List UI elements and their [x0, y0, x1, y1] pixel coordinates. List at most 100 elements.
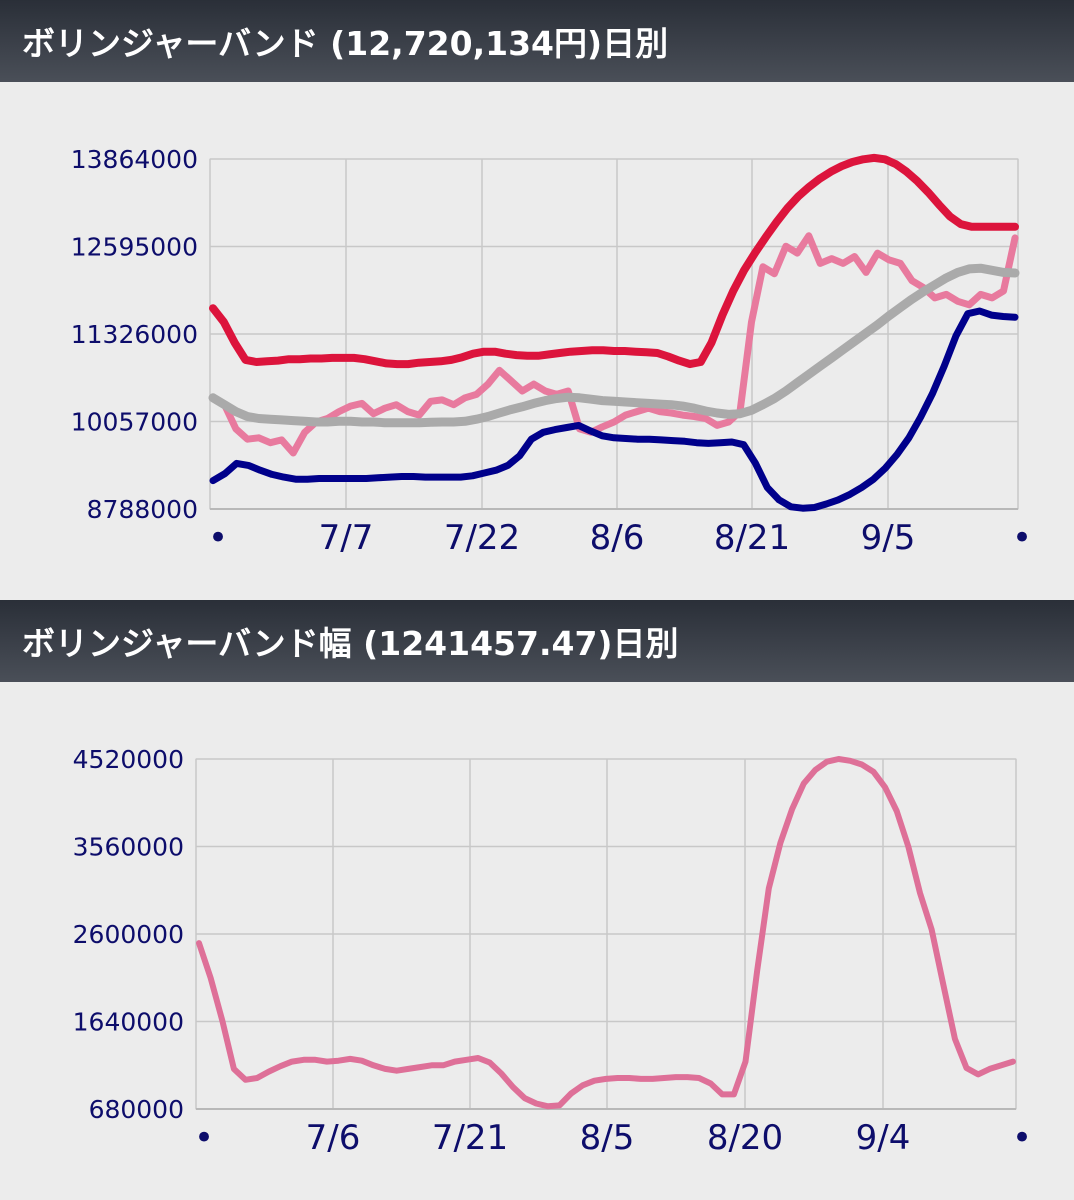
data-point: [482, 470, 487, 476]
data-point: [969, 224, 974, 229]
data-point: [965, 311, 970, 316]
data-point: [568, 1091, 574, 1096]
data-point: [875, 322, 880, 327]
data-point: [384, 361, 389, 366]
data-point: [898, 261, 903, 266]
data-point: [627, 1075, 632, 1081]
data-point: [778, 840, 783, 846]
data-point: [601, 348, 606, 353]
data-point: [694, 440, 699, 445]
data-point: [685, 1074, 690, 1080]
data-point: [522, 1095, 527, 1101]
data-point: [534, 1101, 539, 1106]
series-points-0: [196, 756, 1016, 1109]
data-point: [427, 359, 432, 365]
data-point: [531, 381, 536, 387]
data-point: [577, 395, 582, 400]
data-point: [655, 350, 660, 356]
data-point: [692, 414, 697, 419]
data-point: [305, 477, 310, 482]
data-point: [600, 424, 605, 429]
data-point: [1010, 1059, 1016, 1064]
data-point: [462, 395, 468, 400]
bollinger-width-chart: 4520000 3560000 2600000 1640000 680000 • 7/6 7/…: [73, 745, 1032, 1158]
data-point: [364, 476, 369, 481]
data-point: [871, 769, 876, 774]
data-point: [243, 1077, 248, 1082]
data-point: [462, 419, 468, 424]
y-tick-label: 11326000: [71, 320, 198, 349]
data-point: [967, 266, 972, 272]
data-point: [796, 194, 801, 199]
data-point: [222, 402, 227, 407]
data-point: [405, 361, 411, 367]
data-point: [531, 401, 536, 406]
data-point: [883, 466, 888, 471]
data-point: [324, 1059, 330, 1064]
data-point: [439, 397, 445, 403]
data-point: [325, 419, 330, 425]
data-point: [517, 453, 522, 458]
data-point: [666, 354, 671, 359]
data-point: [755, 968, 760, 973]
data-point: [669, 410, 674, 416]
data-point: [611, 348, 617, 354]
data-point: [766, 886, 771, 891]
data-point: [510, 1084, 516, 1090]
y-tick-label: 10057000: [71, 408, 198, 437]
data-point: [359, 419, 365, 425]
data-point: [989, 295, 995, 301]
x-tick-label: 7/22: [444, 518, 520, 558]
data-point: [774, 219, 779, 225]
data-point: [932, 282, 937, 287]
data-point: [921, 289, 926, 294]
x-tick-label: 8/21: [714, 518, 790, 558]
data-point: [210, 478, 216, 483]
data-point: [464, 1057, 469, 1062]
data-point: [286, 357, 292, 362]
data-point: [987, 1066, 992, 1072]
data-point: [336, 419, 342, 424]
series-points-0: [210, 155, 1018, 367]
data-point: [812, 505, 817, 510]
data-point: [818, 261, 823, 266]
data-point: [991, 224, 996, 229]
data-point: [281, 474, 286, 480]
data-point: [316, 476, 322, 481]
data-point: [709, 340, 714, 345]
data-point: [279, 417, 284, 423]
data-point: [848, 758, 853, 763]
data-point: [893, 161, 898, 167]
data-point: [1012, 270, 1018, 276]
x-tick-label: •: [208, 518, 228, 558]
y-tick-label: 12595000: [71, 233, 198, 262]
data-point: [269, 472, 275, 477]
data-point: [828, 169, 833, 174]
data-point: [918, 415, 923, 420]
data-point: [308, 356, 313, 361]
data-point: [763, 235, 768, 240]
data-point: [623, 412, 628, 418]
data-point: [882, 785, 888, 790]
x-tick-label: 9/4: [856, 1118, 911, 1158]
data-point: [222, 471, 227, 476]
data-point: [514, 352, 519, 358]
data-point: [579, 348, 584, 354]
y-tick-label: 13864000: [71, 145, 198, 174]
data-point: [840, 347, 846, 352]
data-point: [687, 361, 693, 367]
data-point: [863, 270, 869, 275]
data-point: [717, 440, 723, 445]
data-point: [1002, 224, 1007, 229]
data-point: [348, 403, 353, 409]
data-point: [291, 450, 296, 456]
y-tick-label: 680000: [89, 1095, 184, 1124]
data-point: [245, 414, 250, 419]
data-point: [243, 357, 248, 363]
data-point: [520, 388, 525, 394]
y-tick-label: 8788000: [87, 495, 198, 524]
data-point: [395, 361, 400, 367]
data-point: [714, 410, 720, 416]
data-point: [328, 476, 334, 481]
data-point: [936, 202, 942, 207]
